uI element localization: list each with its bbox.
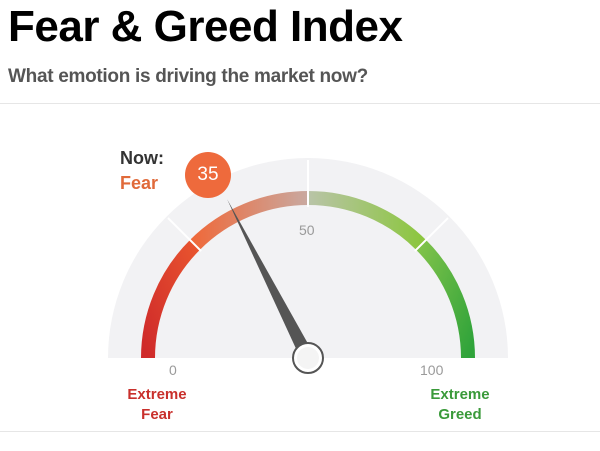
- gauge-divider-75: [414, 217, 449, 252]
- extreme-fear-label: Extreme Fear: [112, 385, 202, 425]
- gauge-needle: [227, 199, 315, 362]
- extreme-greed-label: Extreme Greed: [415, 385, 505, 425]
- top-divider: [0, 103, 600, 104]
- extreme-greed-label-line2: Greed: [438, 406, 482, 423]
- gauge-background: [108, 158, 508, 358]
- gauge-segment-extreme-fear: [141, 239, 200, 359]
- extreme-fear-label-line2: Fear: [141, 406, 173, 423]
- current-rating: Fear: [120, 173, 159, 193]
- tick-label-mid: 50: [299, 222, 315, 238]
- gauge-segment-greed: [307, 191, 427, 250]
- gauge-segment-extreme-greed: [416, 239, 475, 359]
- gauge-segment-fear: [189, 191, 309, 250]
- tick-label-max: 100: [420, 362, 444, 378]
- now-label: Now:: [120, 148, 164, 168]
- tick-label-min: 0: [169, 362, 177, 378]
- extreme-fear-label-line1: Extreme: [127, 386, 187, 403]
- extreme-greed-label-line1: Extreme: [430, 386, 490, 403]
- gauge-needle-hub-inner: [297, 347, 319, 369]
- page-title: Fear & Greed Index: [8, 2, 403, 51]
- bottom-divider: [0, 431, 600, 432]
- gauge-divider-25: [167, 217, 202, 252]
- page-subtitle: What emotion is driving the market now?: [8, 66, 368, 87]
- index-value-badge: 35: [185, 152, 231, 198]
